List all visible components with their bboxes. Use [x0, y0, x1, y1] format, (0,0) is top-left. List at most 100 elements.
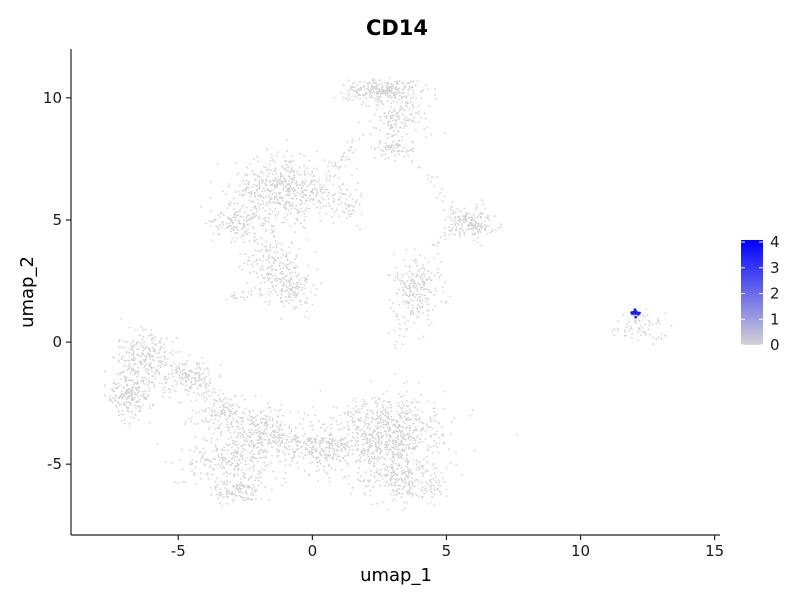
cell-point [160, 345, 163, 348]
cell-point [348, 98, 350, 100]
cell-point [117, 401, 120, 404]
cell-point [437, 479, 440, 482]
cell-point [395, 493, 398, 496]
cell-point [357, 182, 359, 185]
cell-point [465, 214, 468, 216]
cell-point [407, 150, 409, 153]
cell-point [175, 384, 178, 386]
cell-point [287, 295, 290, 298]
cell-point [271, 183, 274, 185]
cell-point [195, 411, 197, 414]
cell-point [306, 439, 309, 442]
cell-point [383, 400, 385, 403]
cell-point [431, 243, 434, 246]
cell-point [311, 303, 314, 306]
cell-point [267, 212, 270, 215]
cell-point [214, 488, 217, 491]
cell-point [223, 449, 226, 452]
cell-point [365, 418, 367, 421]
cell-point [284, 472, 287, 474]
cell-point [360, 456, 362, 459]
cell-point [390, 410, 393, 412]
cell-point [119, 395, 122, 397]
cell-point [238, 487, 241, 489]
cell-point [461, 223, 464, 225]
cell-point [175, 336, 178, 339]
cell-point [393, 140, 396, 143]
cell-point [320, 426, 322, 429]
cell-point [306, 239, 308, 241]
cell-point [251, 484, 254, 486]
cell-point [292, 160, 294, 162]
cell-point [234, 489, 237, 492]
cell-point [304, 216, 307, 218]
cell-point [292, 267, 295, 270]
cell-point [320, 437, 323, 439]
cell-point [391, 141, 394, 144]
cell-point [316, 150, 318, 153]
cell-point [344, 455, 346, 457]
cell-point [225, 475, 228, 478]
cell-point [448, 234, 451, 236]
cell-point [462, 220, 464, 223]
cell-point [489, 231, 492, 234]
cell-point [262, 456, 265, 459]
cell-point [237, 172, 240, 174]
cell-point [132, 357, 134, 360]
cell-point [277, 191, 280, 194]
cell-point [429, 278, 431, 280]
cell-point [318, 469, 321, 472]
cell-point [276, 294, 279, 296]
cell-point [259, 267, 262, 270]
cell-point [285, 446, 288, 448]
cell-point [222, 398, 225, 401]
cell-point [424, 282, 426, 284]
cell-point [426, 309, 428, 312]
cell-point [407, 154, 410, 157]
cell-point [381, 85, 384, 88]
cell-point [274, 167, 277, 170]
cell-point [387, 443, 390, 446]
cell-point [333, 448, 336, 451]
cell-point [304, 181, 306, 184]
cell-point [424, 288, 427, 290]
cell-point [418, 283, 421, 286]
cell-point [144, 383, 147, 385]
cell-point [278, 183, 281, 186]
cell-point [216, 483, 219, 486]
cell-point [253, 260, 256, 263]
cell-point [464, 216, 466, 219]
cell-point [358, 80, 361, 83]
cell-point [282, 221, 285, 224]
cell-point [332, 195, 335, 198]
cell-point [390, 484, 393, 487]
cell-point [302, 196, 305, 199]
cell-point [416, 445, 418, 448]
cell-point [195, 381, 198, 383]
cell-point [249, 486, 252, 489]
cell-point [268, 293, 270, 296]
cell-point [374, 157, 377, 160]
cell-point [380, 83, 383, 86]
cell-point [412, 284, 415, 287]
cell-point [396, 145, 399, 147]
cell-point [372, 486, 375, 489]
cell-point [634, 321, 636, 324]
cell-point [424, 430, 427, 433]
cell-point [246, 186, 248, 189]
cell-point [237, 484, 240, 486]
cell-point [369, 88, 372, 90]
cell-point [277, 431, 279, 434]
cell-point [370, 84, 373, 86]
cell-point [397, 318, 400, 321]
cell-point [256, 457, 258, 460]
cell-point [308, 451, 311, 454]
cell-point [199, 205, 202, 208]
cell-point [211, 239, 214, 242]
cell-point [406, 390, 409, 393]
cell-point [275, 173, 278, 176]
cell-point [125, 401, 128, 404]
cell-point [422, 88, 425, 91]
cell-point [229, 412, 232, 415]
cell-point [394, 160, 396, 162]
